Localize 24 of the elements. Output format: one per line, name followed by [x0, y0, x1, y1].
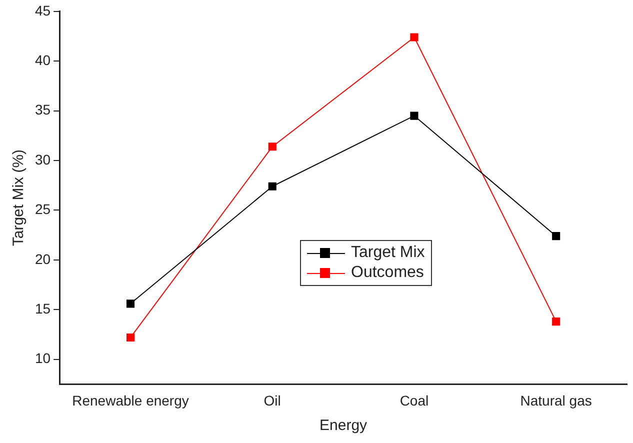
y-tick-label: 35 [34, 102, 51, 118]
y-tick-label: 25 [34, 201, 51, 218]
y-tick-label: 10 [34, 350, 51, 366]
x-tick-label: Oil [264, 392, 281, 408]
x-tick-label: Coal [400, 392, 429, 408]
y-tick-label: 15 [34, 300, 51, 316]
x-tick-label: Renewable energy [72, 392, 189, 408]
x-axis-title: Energy [320, 417, 368, 434]
point [552, 318, 560, 326]
y-tick-label: 20 [34, 250, 51, 267]
point [552, 232, 560, 240]
y-tick-label: 45 [34, 2, 51, 18]
y-tick-label: 30 [34, 151, 51, 168]
legend-label: Outcomes [351, 264, 424, 282]
point [126, 300, 135, 308]
point [410, 33, 418, 42]
y-axis-title: Target Mix (%) [10, 149, 28, 246]
y-tick-label: 40 [34, 52, 51, 68]
point [410, 112, 418, 120]
point [126, 333, 135, 342]
point [268, 142, 276, 151]
x-tick-label: Natural gas [520, 392, 592, 408]
legend-label: Target Mix [351, 244, 425, 262]
point [268, 182, 276, 190]
